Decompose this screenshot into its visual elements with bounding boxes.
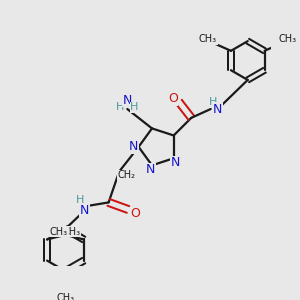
Text: H: H <box>76 195 85 205</box>
Text: H: H <box>116 102 124 112</box>
Text: CH₂: CH₂ <box>117 170 135 180</box>
Text: CH₃: CH₃ <box>63 226 81 236</box>
Text: N: N <box>213 103 222 116</box>
Text: N: N <box>80 204 89 217</box>
Text: CH₃: CH₃ <box>50 226 68 236</box>
Text: H: H <box>209 97 218 107</box>
Text: O: O <box>168 92 178 105</box>
Text: CH₃: CH₃ <box>199 34 217 44</box>
Text: H: H <box>130 102 139 112</box>
Text: N: N <box>129 140 138 153</box>
Text: O: O <box>130 207 140 220</box>
Text: N: N <box>123 94 132 107</box>
Text: N: N <box>171 156 180 169</box>
Text: CH₃: CH₃ <box>278 34 296 44</box>
Text: N: N <box>146 163 155 176</box>
Text: CH₃: CH₃ <box>56 292 74 300</box>
